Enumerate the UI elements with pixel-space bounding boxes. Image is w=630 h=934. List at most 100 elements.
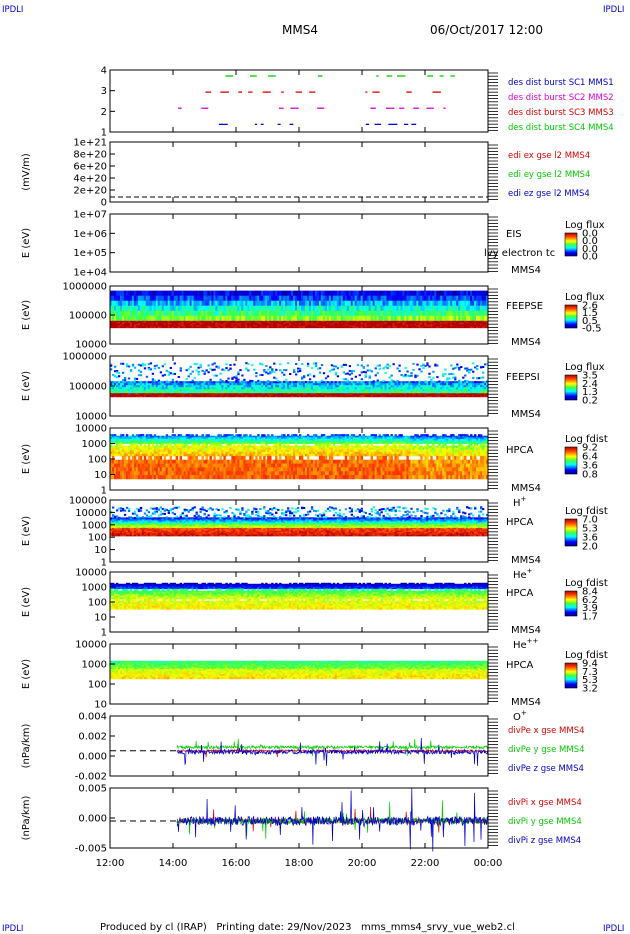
spectro-cell — [257, 393, 260, 395]
spectro-cell — [251, 324, 254, 326]
spectro-cell — [360, 395, 364, 397]
spectro-cell — [326, 389, 330, 392]
colorbar-tick-label: 0.0 — [582, 244, 598, 255]
spectro-cell — [199, 395, 202, 397]
spectro-cell — [410, 310, 413, 317]
spectro-cell — [157, 395, 161, 396]
spectro-cell — [404, 300, 407, 307]
spectro-cell — [350, 325, 354, 327]
spectro-cell — [213, 387, 216, 390]
spectro-cell — [342, 385, 346, 388]
instrument-spacecraft-label: MMS4 — [511, 337, 541, 348]
spectro-cell — [320, 394, 324, 396]
spectro-cell — [279, 391, 282, 394]
spectro-cell — [119, 320, 123, 323]
spectro-cell — [211, 394, 214, 396]
spectro-cell — [201, 393, 204, 395]
spectro-cell — [217, 383, 220, 386]
spectro-cell — [133, 325, 137, 327]
spectro-cell — [430, 324, 433, 326]
spectro-cell — [227, 393, 230, 395]
spectro-cell — [312, 321, 316, 324]
spectro-cell — [133, 383, 137, 386]
spectro-cell — [253, 320, 256, 323]
spectro-speckle — [133, 379, 137, 382]
spectro-cell — [442, 395, 445, 396]
spectro-cell — [326, 295, 330, 302]
spectro-cell — [165, 300, 169, 307]
spectro-cell — [141, 387, 145, 390]
spectro-cell — [201, 391, 204, 394]
spectro-cell — [390, 394, 393, 396]
spectro-cell — [334, 324, 338, 326]
spectro-cell — [213, 310, 216, 317]
spectro-cell — [388, 391, 391, 394]
spectro-speckle — [189, 365, 192, 368]
spectro-cell — [356, 396, 360, 398]
spectro-cell — [362, 323, 366, 325]
spectro-cell — [201, 383, 204, 386]
spectro-cell — [281, 385, 284, 388]
spectro-cell — [410, 395, 413, 396]
spectro-cell — [285, 395, 288, 397]
spectro-cell — [241, 326, 244, 329]
spectro-cell — [219, 396, 222, 398]
spectro-cell — [135, 393, 139, 395]
spectro-cell — [318, 389, 322, 392]
spectro-cell — [295, 396, 298, 398]
spectro-speckle — [133, 377, 137, 380]
spectro-cell — [231, 324, 234, 326]
spectro-cell — [454, 389, 457, 392]
spectro-cell — [283, 324, 286, 326]
spectro-cell — [330, 389, 334, 392]
spectro-cell — [171, 391, 175, 394]
spectro-cell — [444, 300, 447, 307]
spectro-cell — [398, 324, 401, 326]
spectro-cell — [207, 323, 210, 325]
spectro-cell — [125, 393, 129, 395]
spectro-cell — [448, 315, 451, 322]
spectro-cell — [221, 381, 224, 384]
spectro-cell — [472, 326, 475, 329]
spectro-cell — [446, 395, 449, 397]
spectro-cell — [110, 389, 113, 392]
spectro-cell — [215, 326, 218, 329]
spectro-cell — [185, 315, 188, 322]
spectro-cell — [378, 310, 381, 317]
spectro-cell — [267, 310, 270, 317]
spectro-cell — [312, 387, 316, 390]
spectro-cell — [295, 323, 298, 325]
spectro-cell — [119, 385, 123, 388]
spectro-cell — [340, 323, 344, 325]
spectro-cell — [195, 323, 198, 325]
spectro-cell — [247, 323, 250, 325]
spectro-cell — [113, 290, 117, 297]
spectro-cell — [173, 395, 177, 396]
spectro-cell — [464, 310, 467, 317]
spectro-cell — [316, 393, 320, 395]
spectro-cell — [318, 315, 322, 322]
spectro-cell — [133, 320, 137, 323]
spectro-cell — [281, 325, 284, 327]
spectro-cell — [388, 396, 391, 398]
spectro-cell — [434, 393, 437, 395]
spectro-cell — [249, 391, 252, 394]
spectro-cell — [205, 387, 208, 390]
spectro-cell — [169, 321, 173, 324]
spectro-cell — [233, 321, 236, 324]
spectro-cell — [396, 393, 399, 395]
spectro-cell — [428, 389, 431, 392]
spectro-cell — [271, 395, 274, 396]
spectro-cell — [229, 381, 232, 384]
spectro-cell — [328, 305, 332, 312]
spectro-cell — [267, 396, 270, 398]
spectro-cell — [163, 387, 167, 390]
spectro-speckle — [137, 374, 141, 377]
spectro-cell — [400, 395, 403, 396]
spectro-cell — [279, 389, 282, 392]
spectro-cell — [338, 326, 342, 329]
spectro-cell — [370, 320, 374, 323]
spectro-cell — [380, 325, 383, 327]
spectro-cell — [229, 305, 232, 312]
spectro-cell — [135, 383, 139, 386]
